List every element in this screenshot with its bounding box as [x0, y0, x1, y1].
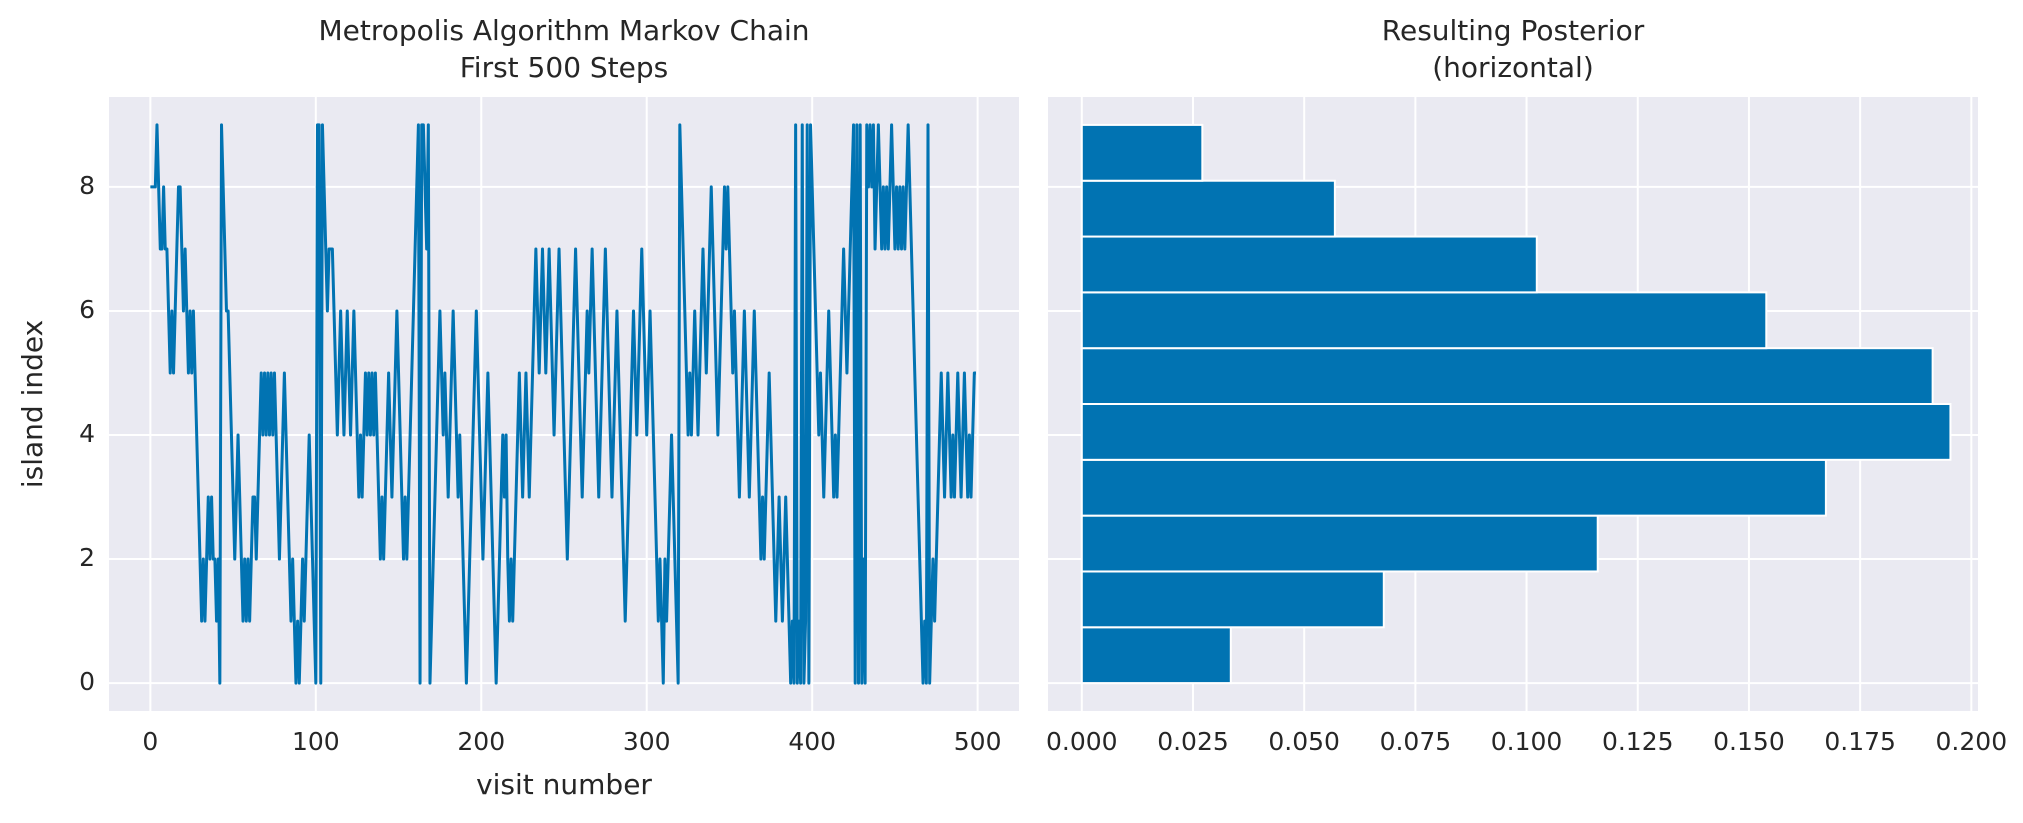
x-tick-label: 0.075 — [1380, 727, 1452, 756]
bar — [1080, 458, 1827, 517]
y-tick-label: 4 — [79, 419, 95, 448]
x-tick-label: 0.125 — [1602, 727, 1674, 756]
x-tick-label: 200 — [457, 727, 505, 756]
x-tick-label: 500 — [954, 727, 1002, 756]
chart-title: Resulting Posterior — [1382, 14, 1645, 47]
bar — [1080, 347, 1934, 406]
x-tick-label: 0.025 — [1157, 727, 1229, 756]
y-tick-label: 8 — [79, 171, 95, 200]
y-tick-label: 0 — [79, 667, 95, 696]
x-tick-label: 0.150 — [1713, 727, 1785, 756]
bar — [1080, 626, 1232, 685]
chart-title: Metropolis Algorithm Markov Chain — [319, 14, 810, 47]
bar — [1080, 179, 1336, 238]
y-axis-label: island index — [16, 320, 49, 488]
bar — [1080, 570, 1385, 629]
bar — [1080, 291, 1768, 350]
x-tick-label: 0 — [142, 727, 158, 756]
bar — [1080, 514, 1599, 573]
y-tick-label: 6 — [79, 295, 95, 324]
trace-line — [150, 123, 976, 685]
x-tick-label: 0.000 — [1046, 727, 1118, 756]
x-tick-label: 400 — [788, 727, 836, 756]
bar — [1080, 403, 1952, 461]
x-tick-label: 0.050 — [1268, 727, 1340, 756]
y-tick-label: 2 — [79, 543, 95, 572]
x-tick-label: 100 — [292, 727, 340, 756]
bar — [1080, 235, 1538, 294]
x-tick-label: 0.100 — [1491, 727, 1563, 756]
x-tick-label: 300 — [623, 727, 671, 756]
x-tick-label: 0.200 — [1936, 727, 2008, 756]
x-tick-label: 0.175 — [1824, 727, 1896, 756]
chart-title: (horizontal) — [1432, 51, 1594, 84]
chart-title: First 500 Steps — [460, 51, 669, 84]
x-axis-label: visit number — [476, 768, 652, 801]
bar — [1080, 123, 1204, 182]
